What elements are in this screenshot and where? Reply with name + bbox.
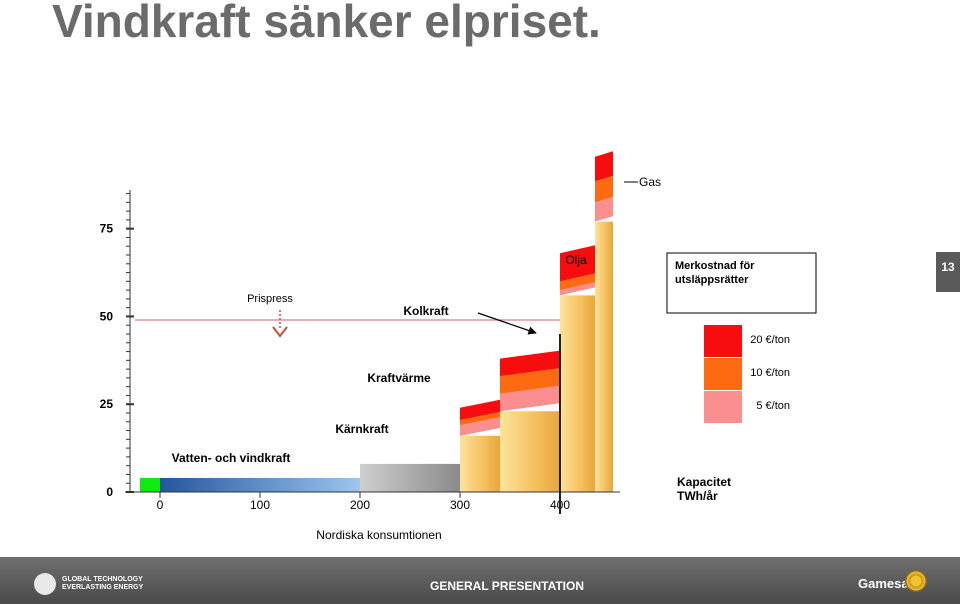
oil-label: Olja (565, 253, 587, 267)
block-2-base (360, 463, 460, 492)
block-4-base (500, 411, 560, 492)
page-number-badge: 13 (936, 252, 960, 292)
block-0-base (140, 477, 160, 492)
legend-title-line-1: Merkostnad för (675, 260, 755, 272)
coal-pointer-arrow (477, 312, 537, 335)
y-tick-label: 0 (106, 485, 113, 499)
globe-logo-icon (34, 573, 56, 595)
footer-bar: GLOBAL TECHNOLOGY EVERLASTING ENERGY GEN… (0, 557, 960, 604)
legend-label-1: 10 €/ton (750, 367, 790, 379)
legend-title-line-2: utsläppsrätter (675, 274, 749, 286)
page-title: Vindkraft sänker elpriset. (52, 0, 601, 47)
block-3-t10 (460, 412, 500, 426)
x-tick-label: 300 (450, 498, 470, 512)
x-tick-label: 100 (250, 498, 270, 512)
footer-tagline-line-2: EVERLASTING ENERGY (62, 584, 144, 591)
block-1-base (160, 477, 360, 492)
block-5-t20 (560, 245, 595, 282)
block-5-t10 (560, 273, 595, 291)
brand-seal-icon (905, 570, 927, 592)
x-axis-label-line-2: TWh/år (677, 489, 718, 503)
merit-order-chart: 02550750100200300400 Nordiska konsumtion… (100, 151, 817, 542)
block-6-base (595, 221, 613, 492)
block-3-t5 (460, 417, 500, 436)
y-tick-label: 75 (100, 222, 114, 236)
footer-tagline: GLOBAL TECHNOLOGY EVERLASTING ENERGY (62, 576, 143, 592)
legend-label-0: 20 €/ton (750, 334, 790, 346)
price-pressure-label: Prispress (247, 293, 293, 305)
coal-label: Kolkraft (403, 304, 448, 318)
footer-brand-name: Gamesa (858, 576, 909, 591)
block-5-base (560, 295, 595, 492)
hydro-wind-label: Vatten- och vindkraft (172, 451, 291, 465)
block-6-t20 (595, 151, 613, 182)
block-6-t5 (595, 196, 613, 222)
block-3-base (460, 435, 500, 492)
chp-label: Kraftvärme (367, 371, 431, 385)
block-4-t10 (500, 368, 560, 394)
block-4-t5 (500, 385, 560, 412)
legend-swatch-1 (704, 358, 742, 390)
y-tick-label: 25 (100, 397, 114, 411)
chart-labels: Nordiska konsumtionen Prispress Vatten- oc… (172, 175, 817, 542)
gas-label: Gas (639, 175, 661, 189)
consumption-label: Nordiska konsumtionen (316, 528, 441, 542)
x-axis-label-line-1: Kapacitet (677, 475, 731, 489)
legend-swatch-2 (704, 391, 742, 423)
x-tick-label: 0 (157, 498, 164, 512)
chart-axes: 02550750100200300400 (100, 190, 620, 514)
block-3-t20 (460, 399, 500, 421)
block-6-t10 (595, 175, 613, 203)
footer-tagline-line-1: GLOBAL TECHNOLOGY (62, 576, 143, 583)
legend-box (666, 252, 817, 314)
x-tick-label: 200 (350, 498, 370, 512)
footer-presentation-label: GENERAL PRESENTATION (430, 579, 585, 593)
nuclear-label: Kärnkraft (335, 422, 388, 436)
block-4-t20 (500, 350, 560, 377)
y-tick-label: 50 (100, 309, 114, 323)
legend-swatch-0 (704, 325, 742, 357)
price-pressure-arrow-head (272, 326, 288, 338)
block-5-t5 (560, 282, 595, 296)
legend-label-2: 5 €/ton (756, 400, 790, 412)
supply-blocks (140, 151, 613, 492)
